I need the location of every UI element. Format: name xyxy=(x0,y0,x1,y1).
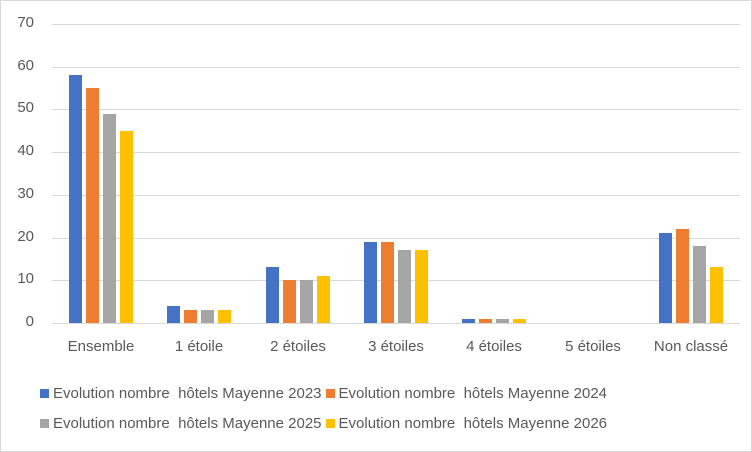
bar xyxy=(266,267,279,323)
bar xyxy=(103,114,116,323)
bar xyxy=(693,246,706,323)
legend-swatch-2023 xyxy=(40,388,49,398)
bar xyxy=(415,250,428,323)
x-tick-label: 3 étoiles xyxy=(368,338,424,355)
legend-item-2024: Evolution nombre hôtels Mayenne 2024 xyxy=(325,384,608,402)
bar xyxy=(283,280,296,323)
x-axis-line xyxy=(52,323,740,324)
bar xyxy=(86,88,99,323)
y-tick-label: 70 xyxy=(17,14,34,31)
bar xyxy=(479,319,492,323)
gridline xyxy=(52,24,740,25)
bar xyxy=(218,310,231,323)
gridline xyxy=(52,109,740,110)
x-tick-label: 2 étoiles xyxy=(270,338,326,355)
legend-swatch-2024 xyxy=(325,388,335,398)
bar xyxy=(398,250,411,323)
bar xyxy=(167,306,180,323)
x-tick-label: Ensemble xyxy=(67,338,135,355)
bar xyxy=(184,310,197,323)
gridline xyxy=(52,67,740,68)
x-tick-label: Non classé xyxy=(653,338,729,355)
legend-item-2023: Evolution nombre hôtels Mayenne 2023 xyxy=(40,385,322,402)
bar xyxy=(496,319,509,323)
bar xyxy=(659,233,672,323)
bar xyxy=(317,276,330,323)
bar xyxy=(676,229,689,323)
y-tick-label: 10 xyxy=(17,270,34,287)
y-tick-label: 30 xyxy=(17,185,34,202)
bar xyxy=(300,280,313,323)
y-tick-label: 60 xyxy=(17,57,34,74)
legend-label-2024: Evolution nombre hôtels Mayenne 2024 xyxy=(338,384,608,402)
gridline xyxy=(52,195,740,196)
bar xyxy=(364,242,377,323)
y-tick-label: 0 xyxy=(25,313,34,330)
bar xyxy=(201,310,214,323)
y-tick-label: 40 xyxy=(17,142,34,159)
bar xyxy=(381,242,394,323)
bar xyxy=(462,319,475,323)
x-tick-label: 5 étoiles xyxy=(565,338,621,355)
gridline xyxy=(52,152,740,153)
bar xyxy=(69,75,82,323)
legend: Evolution nombre hôtels Mayenne 2023 Evo… xyxy=(40,378,740,438)
x-tick-label: 1 étoile xyxy=(174,338,224,355)
legend-item-2026: Evolution nombre hôtels Mayenne 2026 xyxy=(325,414,608,432)
legend-label-2025: Evolution nombre hôtels Mayenne 2025 xyxy=(53,414,322,432)
legend-row-2: Evolution nombre hôtels Mayenne 2025 Evo… xyxy=(40,408,740,438)
gridline xyxy=(52,280,740,281)
legend-swatch-2025 xyxy=(40,418,49,428)
gridline xyxy=(52,238,740,239)
bar xyxy=(710,267,723,323)
y-tick-label: 50 xyxy=(17,99,34,116)
legend-item-2025: Evolution nombre hôtels Mayenne 2025 xyxy=(40,415,322,432)
bar xyxy=(513,319,526,323)
legend-label-2023: Evolution nombre hôtels Mayenne 2023 xyxy=(53,384,322,402)
bar xyxy=(120,131,133,323)
x-tick-label: 4 étoiles xyxy=(466,338,522,355)
legend-row-1: Evolution nombre hôtels Mayenne 2023 Evo… xyxy=(40,378,740,408)
legend-swatch-2026 xyxy=(325,418,335,428)
legend-label-2026: Evolution nombre hôtels Mayenne 2026 xyxy=(338,414,608,432)
y-tick-label: 20 xyxy=(17,228,34,245)
